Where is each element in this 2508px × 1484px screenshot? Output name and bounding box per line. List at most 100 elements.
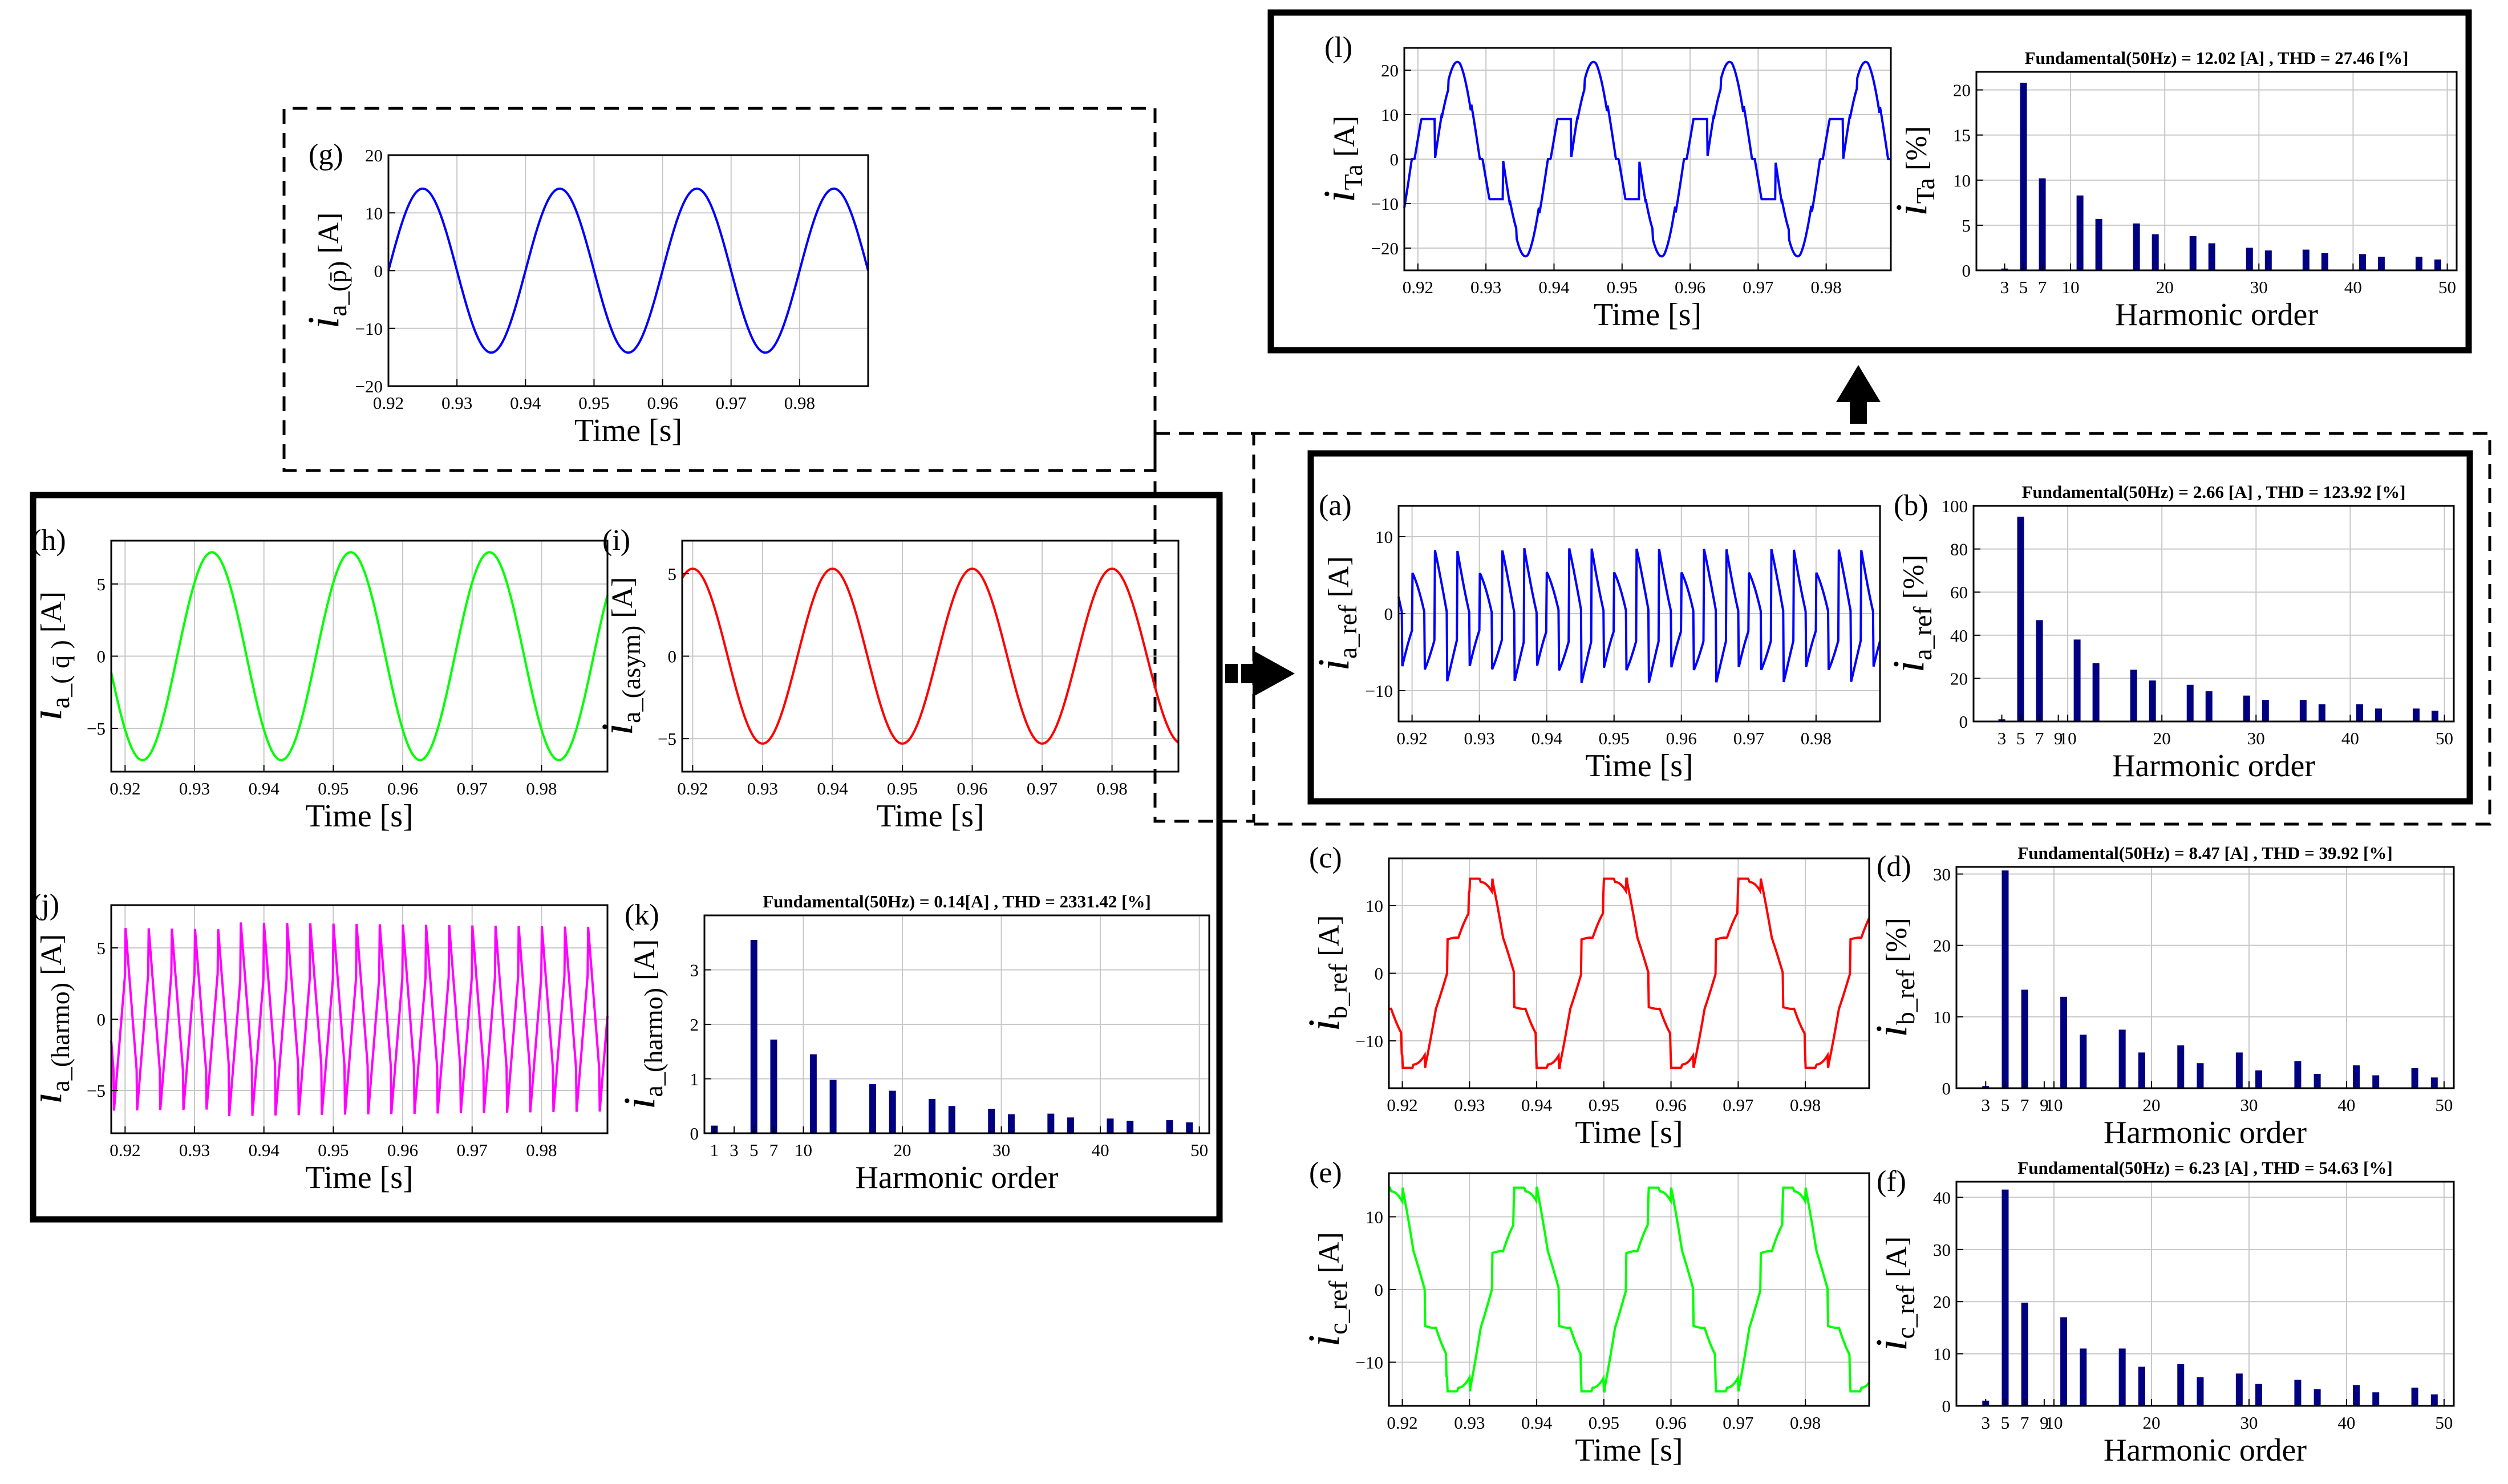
x-axis-label: Harmonic order [2104,1115,2307,1150]
y-tick-label: 30 [1933,865,1951,885]
y-axis-label: iTa [%] [1886,126,1940,216]
y-tick-label: 10 [365,203,383,223]
harmonic-bar-13 [2080,1348,2087,1406]
harmonic-bar-5 [2001,1189,2009,1406]
harmonic-bar-47 [1166,1120,1173,1133]
y-axis-label: ia_ref [A] [1308,556,1362,671]
x-tick-label: 0.98 [1801,728,1832,748]
x-tick-label: 0.95 [1589,1413,1619,1433]
x-tick-label: 0.98 [526,779,557,798]
x-tick-label: 0.97 [457,1140,488,1160]
x-tick-label: 0.98 [1790,1413,1821,1433]
harmonic-bar-35 [2299,700,2307,721]
y-tick-label: 40 [1933,1187,1951,1207]
y-label-subscript: a_(p̄) [323,261,352,317]
harmonic-bar-11 [2060,996,2068,1088]
panel-l-time-plot: 0.92 0.93 0.94 0.95 0.96 0.97 0.98 −20 −10 0 10 20 T… [1314,31,1892,333]
frame-a-box [1307,450,2473,805]
x-tick-label: 30 [992,1140,1010,1160]
x-tick-label: 30 [2240,1095,2258,1115]
y-tick-label: 20 [1933,936,1951,956]
harmonic-bar-47 [2411,1388,2418,1406]
plot-frame [1972,505,2455,723]
chart-title: Fundamental(50Hz) = 2.66 [A] , THD = 123… [2022,482,2406,502]
y-label-subscript: Ta [1911,178,1940,204]
harmonic-bar-47 [2412,708,2420,721]
group-frames [30,9,2491,1223]
x-tick-label: 3 [1982,1095,1991,1115]
y-label-unit: [A] [1328,116,1361,164]
harmonic-bar-5 [2020,82,2027,270]
series-line [1389,877,1870,1069]
y-label-unit: [A] [606,577,639,625]
harmonic-bar-49 [1186,1122,1193,1133]
y-tick-label: −20 [355,376,383,396]
y-tick-label: 5 [668,564,677,584]
y-tick-label: 1 [690,1069,699,1089]
x-tick-label: 0.97 [1743,277,1773,297]
x-tick-label: 10 [2045,1413,2063,1433]
x-tick-label: 50 [2436,728,2453,748]
y-tick-label: 0 [668,647,677,667]
panel-letter: (j) [31,889,59,921]
panel-letter: (f) [1877,1165,1906,1198]
chart-title: Fundamental(50Hz) = 12.02 [A] , THD = 27… [2025,48,2409,68]
x-tick-label: 0.96 [1666,728,1697,748]
harmonic-bar-41 [2353,1385,2360,1406]
harmonic-bar-43 [1127,1121,1134,1133]
x-axis-label: Time [s] [1575,1433,1683,1468]
harmonic-bar-17 [2118,1348,2126,1406]
harmonic-bar-49 [2430,1077,2438,1088]
y-tick-label: −10 [355,319,383,339]
y-label-subscript: a_( q̄ ) [46,640,75,708]
x-tick-label: 50 [2435,1413,2453,1433]
y-tick-label: 5 [1962,216,1971,236]
harmonic-bar-31 [2255,1384,2263,1406]
harmonic-bar-31 [2264,250,2272,270]
x-tick-label: 0.92 [677,779,708,798]
x-tick-label: 0.97 [1733,728,1764,748]
x-tick-label: 0.98 [1096,779,1127,798]
panel-letter: (g) [309,139,343,171]
x-tick-label: 9 [2054,728,2063,748]
y-label-subscript: c_ref [1323,1280,1352,1335]
x-tick-label: 30 [2247,728,2265,748]
y-tick-label: −5 [87,1081,106,1101]
y-label-symbol: i [1866,1339,1916,1352]
y-label-subscript: a_(asym) [617,626,646,723]
y-tick-label: 0 [374,261,383,281]
y-label-unit: [A] [35,591,68,640]
y-label-symbol: i [1883,660,1933,673]
harmonic-bar-19 [2138,1367,2145,1406]
x-axis-label: Harmonic order [855,1160,1058,1195]
y-label-unit: [A] [1313,915,1346,964]
harmonic-bar-17 [2133,223,2140,270]
y-label-subscript: a_(harmo) [46,983,75,1092]
panel-g-time-plot: 0.92 0.93 0.94 0.95 0.96 0.97 0.98 −20 −10 0 10 20 T… [298,139,869,448]
x-axis-label: Time [s] [876,798,984,834]
harmonic-bar-23 [2177,1364,2185,1406]
x-tick-label: 0.96 [647,393,678,413]
y-label-unit: [A] [629,939,661,988]
x-tick-label: 0.94 [249,1140,280,1160]
series-line [387,187,869,354]
y-axis-label: ia_(harmo) [A] [21,934,75,1104]
arrow-up-icon [1836,365,1881,424]
y-tick-label: 20 [1381,60,1399,80]
x-axis-label: Time [s] [1585,748,1693,784]
y-tick-label: 10 [1366,896,1383,916]
x-tick-label: 0.95 [318,1140,349,1160]
y-label-symbol: i [1308,659,1358,671]
harmonic-bar-19 [889,1090,896,1133]
harmonic-bar-25 [2208,243,2215,270]
panel-a-time-plot: 0.92 0.93 0.94 0.95 0.96 0.97 0.98 −10 0 10 Time [… [1308,489,1881,784]
harmonic-bar-41 [1107,1118,1114,1133]
y-label-unit: [%] [1901,126,1933,178]
y-tick-label: −5 [87,719,106,739]
x-tick-label: 10 [2059,728,2077,748]
y-tick-label: 10 [1366,1207,1383,1227]
y-label-symbol: i [1299,1019,1348,1032]
y-tick-label: 20 [1953,80,1971,100]
y-label-symbol: i [21,1092,71,1105]
panel-letter: (h) [31,524,66,557]
